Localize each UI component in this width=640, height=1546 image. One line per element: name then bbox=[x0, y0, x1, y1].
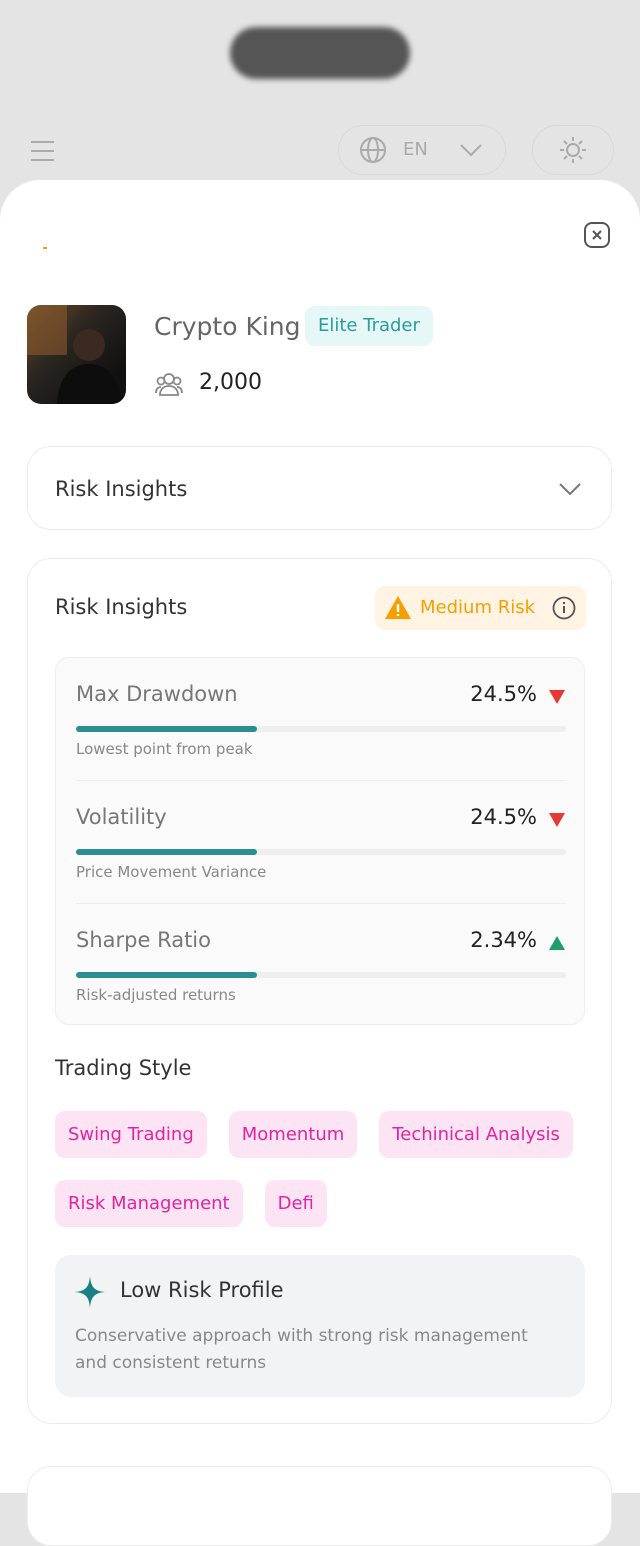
status-pill bbox=[230, 27, 410, 79]
metric-name: Volatility bbox=[76, 805, 167, 829]
progress-fill bbox=[76, 849, 257, 855]
style-tag: Techinical Analysis bbox=[379, 1111, 573, 1158]
avatar bbox=[27, 305, 126, 404]
chevron-icon bbox=[559, 483, 581, 496]
metric-value: 2.34% bbox=[470, 928, 537, 952]
metric-row: Max Drawdown 24.5% Lowest point from peak bbox=[76, 658, 566, 781]
style-tag: Defi bbox=[264, 1180, 327, 1227]
trend-down-icon bbox=[549, 813, 565, 827]
followers-icon bbox=[155, 373, 183, 396]
metric-description: Price Movement Variance bbox=[76, 863, 267, 881]
note-text: Conservative approach with strong risk m… bbox=[75, 1326, 528, 1373]
screen: EN Crypto King Elite Trader 2,000 Risk I… bbox=[0, 27, 640, 1546]
trend-up-icon bbox=[549, 936, 565, 950]
close-button[interactable] bbox=[584, 222, 610, 248]
accent-mark bbox=[43, 247, 47, 249]
trading-style-title: Trading Style bbox=[55, 1056, 192, 1080]
accordion[interactable]: Risk Insights bbox=[27, 446, 612, 530]
note-title: Low Risk Profile bbox=[120, 1278, 284, 1302]
progress-fill bbox=[76, 726, 257, 732]
globe-icon bbox=[360, 137, 386, 163]
metric-value: 24.5% bbox=[470, 682, 537, 706]
theme-toggle[interactable] bbox=[532, 125, 614, 175]
risk-badge: Medium Risk bbox=[375, 586, 586, 630]
metric-value: 24.5% bbox=[470, 805, 537, 829]
trader-name: Crypto King bbox=[154, 312, 301, 341]
trend-down-icon bbox=[549, 690, 565, 704]
language-selector[interactable] bbox=[338, 125, 506, 175]
progress-track bbox=[76, 849, 566, 855]
divider bbox=[76, 780, 566, 781]
sun-icon bbox=[560, 137, 586, 163]
risk-level: Medium Risk bbox=[420, 597, 536, 618]
style-tag: Momentum bbox=[228, 1111, 358, 1158]
trader-badge: Elite Trader bbox=[305, 306, 433, 346]
language-label: EN bbox=[403, 139, 428, 160]
progress-track bbox=[76, 726, 566, 732]
risk-card-title: Risk Insights bbox=[55, 595, 188, 619]
progress-track bbox=[76, 972, 566, 978]
next-card bbox=[27, 1466, 612, 1546]
metric-row: Volatility 24.5% Price Movement Variance bbox=[76, 781, 566, 904]
metric-description: Lowest point from peak bbox=[76, 740, 253, 758]
metrics-panel: Max Drawdown 24.5% Lowest point from peak V… bbox=[55, 657, 585, 1025]
chevron-icon bbox=[460, 144, 482, 157]
divider bbox=[76, 903, 566, 904]
menu-button[interactable] bbox=[30, 139, 55, 163]
metric-name: Max Drawdown bbox=[76, 682, 238, 706]
progress-fill bbox=[76, 972, 257, 978]
metric-description: Risk-adjusted returns bbox=[76, 986, 236, 1004]
style-tag: Swing Trading bbox=[55, 1111, 207, 1158]
metric-row: Sharpe Ratio 2.34% Risk-adjusted returns bbox=[76, 904, 566, 1027]
metric-name: Sharpe Ratio bbox=[76, 928, 211, 952]
accordion-title: Risk Insights bbox=[55, 477, 188, 501]
profile-note: Low Risk Profile Conservative approach w… bbox=[55, 1255, 585, 1397]
tag-list: Swing Trading Momentum Techinical Analysis… bbox=[55, 1111, 595, 1227]
followers-count: 2,000 bbox=[199, 370, 262, 395]
info-icon[interactable] bbox=[552, 596, 576, 620]
page: Trader Risk Insights {"header": {"langua… bbox=[0, 27, 640, 1546]
style-tag: Risk Management bbox=[55, 1180, 243, 1227]
